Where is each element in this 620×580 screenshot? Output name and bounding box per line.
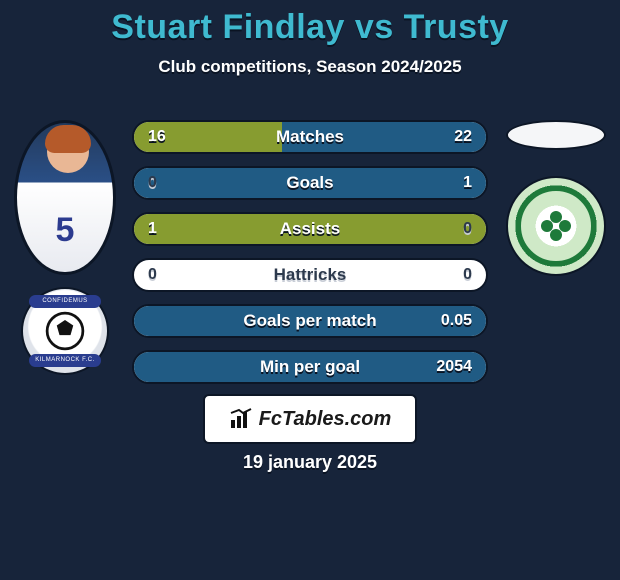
football-icon bbox=[43, 309, 87, 353]
stat-label: Hattricks bbox=[134, 260, 486, 290]
club-badge-left: CONFIDEMUS KILMARNOCK F.C. bbox=[21, 287, 109, 375]
jersey-number: 5 bbox=[17, 211, 113, 250]
stat-row: Min per goal2054 bbox=[132, 350, 488, 384]
subtitle: Club competitions, Season 2024/2025 bbox=[0, 57, 620, 77]
stat-value-left: 0 bbox=[148, 260, 157, 290]
chart-icon bbox=[229, 407, 253, 431]
stat-label: Goals per match bbox=[134, 306, 486, 336]
stat-row: Matches16 22 bbox=[132, 120, 488, 154]
player-photo-left: 5 bbox=[14, 120, 116, 275]
stat-value-right: 2054 bbox=[436, 352, 472, 382]
page-title: Stuart Findlay vs Trusty bbox=[0, 0, 620, 47]
stat-value-right: 0.05 bbox=[441, 306, 472, 336]
right-player-column bbox=[501, 120, 611, 276]
comparison-infographic: Stuart Findlay vs Trusty Club competitio… bbox=[0, 0, 620, 580]
stat-label: Min per goal bbox=[134, 352, 486, 382]
stat-label: Matches bbox=[134, 122, 486, 152]
stat-label: Goals bbox=[134, 168, 486, 198]
stat-value-left: 1 bbox=[148, 214, 157, 244]
footer-site-badge[interactable]: FcTables.com bbox=[203, 394, 417, 444]
stat-row: Goals0 1 bbox=[132, 166, 488, 200]
stat-row: Assists1 0 bbox=[132, 212, 488, 246]
stat-value-right: 0 bbox=[463, 214, 472, 244]
stat-value-right: 1 bbox=[463, 168, 472, 198]
left-player-column: 5 CONFIDEMUS KILMARNOCK F.C. bbox=[10, 120, 120, 375]
player-photo-right bbox=[506, 120, 606, 150]
clover-icon bbox=[543, 213, 569, 239]
club-badge-right bbox=[506, 176, 606, 276]
stat-value-left: 16 bbox=[148, 122, 166, 152]
stat-bars: Matches1622Goals01Assists10Hattricks00Go… bbox=[132, 120, 488, 384]
stat-value-right: 22 bbox=[454, 122, 472, 152]
badge-ribbon-bottom: KILMARNOCK F.C. bbox=[29, 354, 101, 367]
stat-value-left: 0 bbox=[148, 168, 157, 198]
stat-row: Hattricks0 0 bbox=[132, 258, 488, 292]
stat-label: Assists bbox=[134, 214, 486, 244]
badge-ribbon-top: CONFIDEMUS bbox=[29, 295, 101, 308]
stat-row: Goals per match0.05 bbox=[132, 304, 488, 338]
stat-value-right: 0 bbox=[463, 260, 472, 290]
footer-site-text: FcTables.com bbox=[259, 408, 392, 431]
footer-date: 19 january 2025 bbox=[0, 452, 620, 473]
